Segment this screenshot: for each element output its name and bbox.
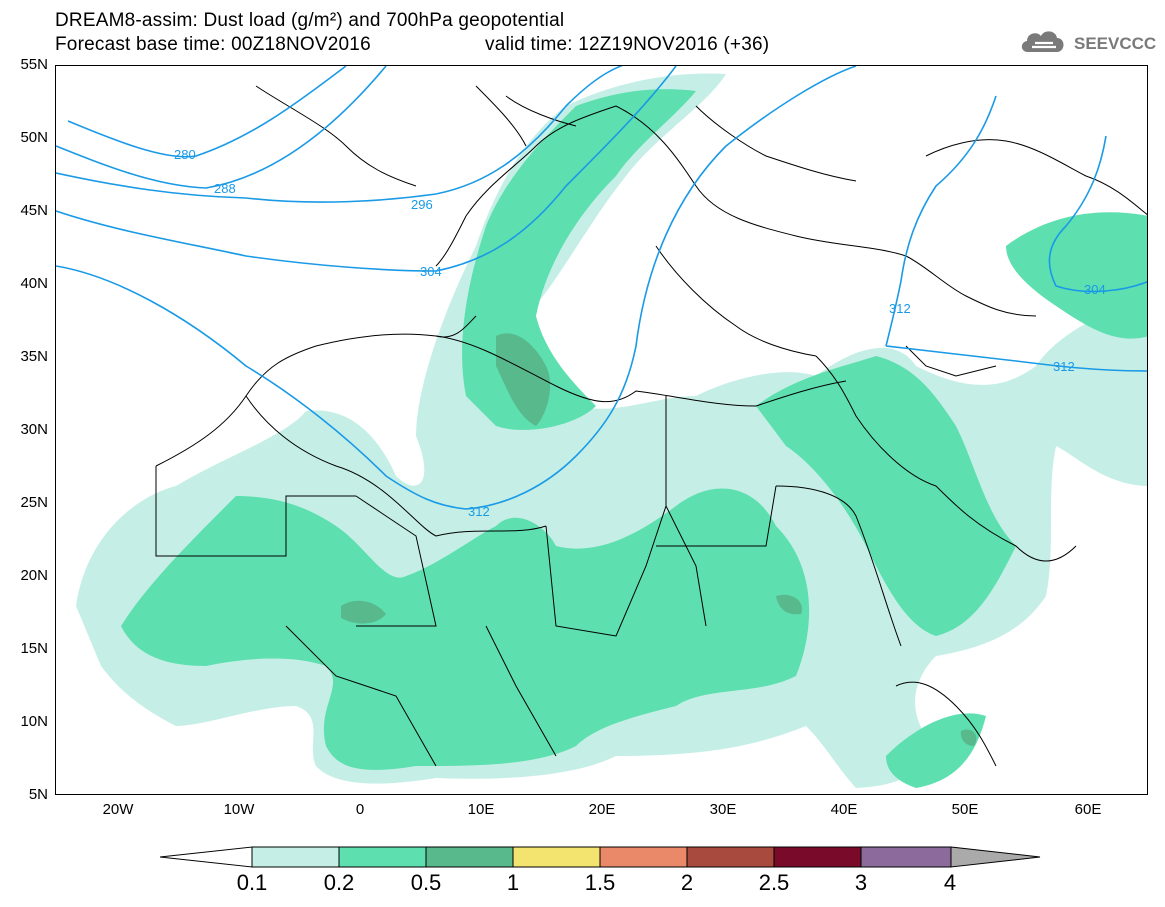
legend-swatch — [338, 846, 427, 868]
contour-label: 312 — [889, 301, 911, 316]
color-legend — [159, 845, 1045, 876]
lat-label: 25N — [20, 494, 48, 511]
legend-tick: 0.1 — [236, 870, 268, 895]
legend-swatch — [599, 846, 688, 868]
contour-label: 288 — [214, 181, 236, 196]
dust-layer-medium — [121, 89, 1147, 788]
contour-label: 304 — [420, 264, 442, 279]
lat-label: 20N — [20, 567, 48, 584]
cloud-icon — [1018, 26, 1070, 61]
lon-label: 20W — [102, 801, 134, 818]
legend-tick: 1.5 — [584, 870, 616, 895]
legend-tick: 2.5 — [758, 870, 790, 895]
legend-swatch — [686, 846, 775, 868]
legend-tick: 4 — [943, 870, 957, 895]
lon-label: 30E — [709, 801, 737, 818]
lat-label: 45N — [20, 202, 48, 219]
lat-label: 55N — [20, 56, 48, 73]
lon-label: 50E — [951, 801, 979, 818]
lon-label: 20E — [588, 801, 616, 818]
seevccc-logo: SEEVCCC — [1018, 26, 1156, 61]
legend-swatch — [512, 846, 601, 868]
contour-label: 312 — [468, 504, 490, 519]
lat-label: 15N — [20, 640, 48, 657]
valid-time: valid time: 12Z19NOV2016 (+36) — [485, 34, 770, 55]
contour-label: 296 — [411, 197, 433, 212]
contour-label: 280 — [174, 147, 196, 162]
lon-label: 10W — [223, 801, 255, 818]
lon-label: 0 — [355, 801, 365, 818]
legend-tick: 0.5 — [410, 870, 442, 895]
dust-map: 280 288 296 304 312 304 312 312 — [56, 66, 1147, 788]
forecast-base-time: Forecast base time: 00Z18NOV2016 — [55, 34, 371, 55]
contour-label: 312 — [1053, 359, 1075, 374]
legend-swatch — [773, 846, 862, 868]
dust-layer-dense — [341, 333, 977, 746]
legend-tick: 1 — [506, 870, 520, 895]
legend-arrow-left — [159, 846, 253, 868]
map-title: DREAM8-assim: Dust load (g/m²) and 700hP… — [55, 10, 565, 31]
lat-label: 40N — [20, 275, 48, 292]
map-area: 280 288 296 304 312 304 312 312 — [55, 65, 1148, 795]
legend-swatch — [251, 846, 340, 868]
contour-label: 304 — [1084, 282, 1106, 297]
lat-label: 30N — [20, 421, 48, 438]
lon-label: 10E — [467, 801, 495, 818]
lat-label: 35N — [20, 348, 48, 365]
lon-label: 40E — [830, 801, 858, 818]
legend-swatch — [860, 846, 952, 868]
legend-tick: 2 — [680, 870, 694, 895]
lat-label: 10N — [20, 713, 48, 730]
lat-label: 50N — [20, 129, 48, 146]
lat-label: 5N — [28, 786, 48, 803]
legend-arrow-right — [950, 846, 1041, 868]
logo-text: SEEVCCC — [1074, 33, 1157, 53]
legend-tick: 0.2 — [323, 870, 355, 895]
geopotential-contours — [56, 66, 1147, 510]
legend-swatch — [425, 846, 514, 868]
legend-tick: 3 — [854, 870, 868, 895]
lon-label: 60E — [1074, 801, 1102, 818]
country-borders — [155, 85, 1147, 767]
